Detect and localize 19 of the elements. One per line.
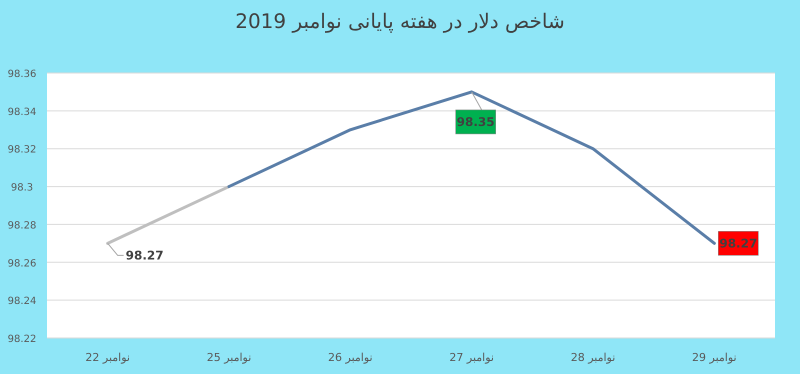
x-tick-label: نوامبر 29	[692, 351, 737, 364]
line-series	[228, 90, 716, 245]
chart-title: شاخص دلار در هفته پایانی نوامبر 2019	[235, 9, 565, 33]
x-tick-label: نوامبر 26	[328, 351, 373, 364]
y-tick-label: 98.28	[8, 220, 36, 232]
x-tick-label: نوامبر 27	[449, 351, 494, 364]
y-tick-label: 98.3	[10, 182, 34, 194]
y-tick-label: 98.36	[8, 69, 36, 80]
x-tick-label: نوامبر 25	[206, 351, 252, 364]
y-tick-label: 98.22	[8, 334, 36, 345]
y-tick-label: 98.32	[8, 144, 36, 156]
data-label: 98.35	[456, 114, 495, 129]
y-tick-label: 98.24	[8, 296, 36, 308]
y-tick-label: 98.34	[8, 106, 36, 118]
data-label: 98.27	[719, 236, 758, 250]
y-tick-label: 98.26	[8, 258, 36, 270]
data-label: 98.27	[126, 248, 164, 262]
x-tick-label: نوامبر 22	[85, 351, 130, 364]
x-tick-label: نوامبر 28	[570, 351, 616, 364]
